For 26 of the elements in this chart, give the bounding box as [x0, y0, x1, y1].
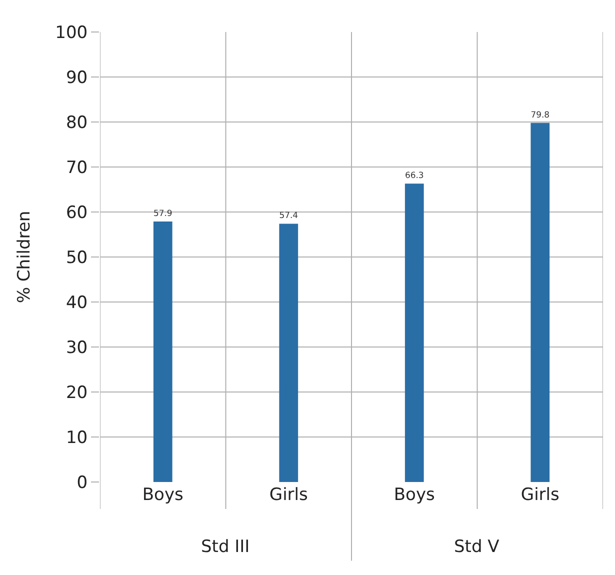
text: Std III — [201, 537, 250, 557]
y-tick-label: 10 — [66, 428, 88, 448]
data-label: 57.9 — [153, 208, 172, 218]
x-tick-label: Girls — [520, 485, 560, 505]
y-tick-label: 90 — [66, 68, 88, 88]
y-tick-label: 100 — [55, 22, 88, 43]
y-tick-label: 70 — [66, 158, 88, 178]
y-tick-label: 0 — [76, 472, 88, 493]
bar — [530, 122, 550, 482]
y-tick-label: 60 — [66, 202, 88, 223]
y-axis-title: % Children — [14, 210, 35, 304]
data-label: 57.4 — [279, 210, 298, 220]
y-tick-label: 50 — [66, 248, 88, 268]
x-tick-label: Boys — [142, 485, 184, 505]
y-tick-label: 30 — [66, 338, 88, 358]
bar — [404, 184, 424, 482]
x-tick-label: Girls — [269, 485, 308, 505]
data-label: 66.3 — [404, 170, 424, 180]
y-tick-label: 40 — [66, 292, 88, 313]
bar — [279, 224, 298, 482]
y-tick-label: 20 — [66, 382, 88, 403]
text: Std V — [454, 537, 500, 557]
bar — [153, 221, 172, 482]
data-label: 79.8 — [530, 109, 550, 120]
x-tick-label: Boys — [394, 485, 436, 505]
y-tick-label: 80 — [66, 112, 88, 133]
